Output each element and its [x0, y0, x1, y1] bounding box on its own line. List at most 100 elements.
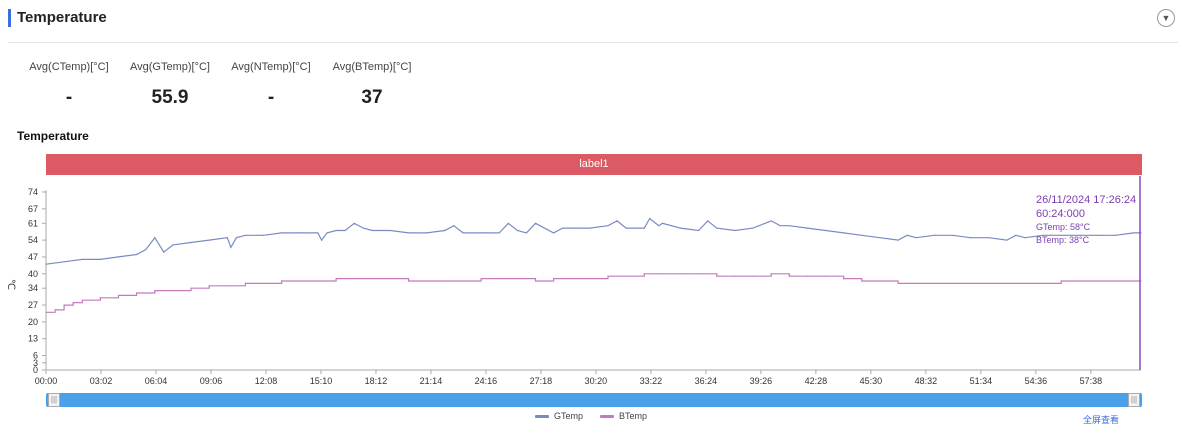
data-point-gtemp	[861, 234, 863, 236]
data-point-gtemp	[462, 232, 464, 234]
data-point-gtemp	[698, 229, 700, 232]
stat-label: Avg(GTemp)[°C]	[130, 61, 210, 73]
header-divider	[8, 42, 1178, 43]
x-tick-label: 21:14	[420, 376, 443, 386]
time-range-scrollbar[interactable]: ||| |||	[46, 393, 1142, 407]
scrollbar-left-handle[interactable]: |||	[48, 393, 60, 407]
data-point-gtemp	[335, 229, 337, 232]
tooltip-datetime: 26/11/2024 17:26:24	[1036, 194, 1137, 206]
fullscreen-link[interactable]: 全屏查看	[1083, 415, 1120, 425]
data-point-btemp	[1096, 280, 1099, 282]
chevron-down-icon[interactable]: ▼	[1157, 9, 1175, 27]
data-point-gtemp	[145, 249, 147, 251]
data-point-gtemp	[716, 227, 718, 229]
data-point-gtemp	[607, 225, 609, 227]
data-point-btemp	[136, 292, 138, 294]
chart-section-title: Temperature	[17, 129, 89, 143]
tooltip-btemp: BTemp: 38°C	[1036, 235, 1090, 245]
data-point-btemp	[498, 278, 500, 280]
data-point-gtemp	[770, 220, 772, 222]
y-tick-label: 6	[33, 351, 38, 361]
data-point-gtemp	[752, 227, 754, 229]
data-point-gtemp	[389, 229, 392, 232]
legend-item-gtemp[interactable]: GTemp	[535, 411, 583, 421]
x-tick-label: 18:12	[365, 376, 388, 386]
data-point-gtemp	[99, 258, 101, 260]
data-point-gtemp	[1015, 234, 1017, 236]
y-tick-label: 61	[28, 218, 38, 228]
data-point-gtemp	[362, 227, 364, 229]
data-point-gtemp	[1042, 234, 1044, 236]
data-point-btemp	[752, 275, 754, 277]
data-point-btemp	[117, 294, 120, 296]
temperature-chart[interactable]: 036 13 20 27 34 40 47 54 61 67 74 00:00 03:02 06:04 09…	[0, 176, 1182, 391]
scrollbar-right-handle[interactable]: |||	[1128, 393, 1140, 407]
y-tick-label: 74	[28, 187, 38, 197]
data-point-btemp	[770, 273, 772, 275]
data-point-btemp	[843, 278, 845, 280]
data-point-gtemp	[906, 234, 908, 236]
x-tick-label: 15:10	[310, 376, 333, 386]
data-point-btemp	[951, 282, 954, 284]
data-point-btemp	[262, 282, 265, 284]
data-point-gtemp	[163, 251, 165, 253]
y-tick-label: 20	[28, 317, 38, 327]
data-point-btemp	[970, 282, 972, 284]
data-point-btemp	[1006, 282, 1008, 284]
data-point-gtemp	[299, 232, 301, 234]
data-point-btemp	[553, 278, 555, 280]
data-point-btemp	[516, 278, 519, 280]
data-point-gtemp	[154, 237, 156, 239]
data-point-btemp	[45, 311, 47, 313]
data-point-gtemp	[516, 229, 519, 232]
data-point-gtemp	[649, 217, 651, 220]
y-tick-label: 40	[28, 269, 38, 279]
legend-swatch	[600, 415, 614, 419]
data-point-gtemp	[226, 237, 228, 239]
data-point-gtemp	[444, 229, 446, 232]
header-accent-bar	[8, 9, 11, 27]
data-point-gtemp	[616, 220, 618, 222]
data-point-btemp	[933, 282, 935, 284]
x-tick-label: 57:38	[1080, 376, 1103, 386]
data-point-gtemp	[230, 246, 232, 248]
data-point-btemp	[172, 290, 174, 292]
data-point-gtemp	[553, 232, 555, 234]
data-point-gtemp	[1006, 239, 1008, 241]
data-point-gtemp	[190, 241, 192, 244]
data-point-gtemp	[1078, 234, 1080, 236]
x-tick-label: 42:28	[805, 376, 828, 386]
data-point-btemp	[625, 275, 627, 277]
x-tick-label: 03:02	[90, 376, 113, 386]
stat-btemp: Avg(BTemp)[°C] 37	[317, 60, 427, 109]
series-line-gtemp	[45, 217, 1141, 265]
panel-header: Temperature ▼	[0, 0, 1182, 42]
data-point-btemp	[825, 275, 827, 277]
data-point-gtemp	[806, 227, 809, 229]
data-point-btemp	[879, 280, 881, 282]
data-point-gtemp	[426, 232, 428, 234]
y-tick-label: 54	[28, 235, 38, 245]
data-point-gtemp	[136, 253, 138, 256]
data-point-gtemp	[281, 232, 283, 234]
data-point-btemp	[226, 285, 228, 287]
data-point-gtemp	[81, 258, 83, 260]
data-point-gtemp	[172, 244, 174, 246]
data-point-gtemp	[235, 237, 237, 239]
stat-label: Avg(CTemp)[°C]	[29, 61, 109, 73]
x-tick-label: 39:26	[750, 376, 773, 386]
data-point-gtemp	[643, 227, 645, 229]
data-point-btemp	[426, 280, 428, 282]
data-point-btemp	[462, 280, 464, 282]
data-point-gtemp	[1096, 234, 1099, 236]
data-point-btemp	[788, 275, 790, 277]
data-point-gtemp	[453, 225, 455, 227]
stat-gtemp: Avg(GTemp)[°C] 55.9	[115, 60, 225, 109]
data-point-gtemp	[879, 237, 881, 239]
legend-label: BTemp	[619, 411, 648, 421]
label-band[interactable]: label1	[46, 154, 1142, 175]
data-point-gtemp	[843, 232, 845, 234]
y-tick-label: 67	[28, 204, 38, 214]
data-point-gtemp	[915, 237, 917, 239]
legend-item-btemp[interactable]: BTemp	[600, 411, 647, 421]
